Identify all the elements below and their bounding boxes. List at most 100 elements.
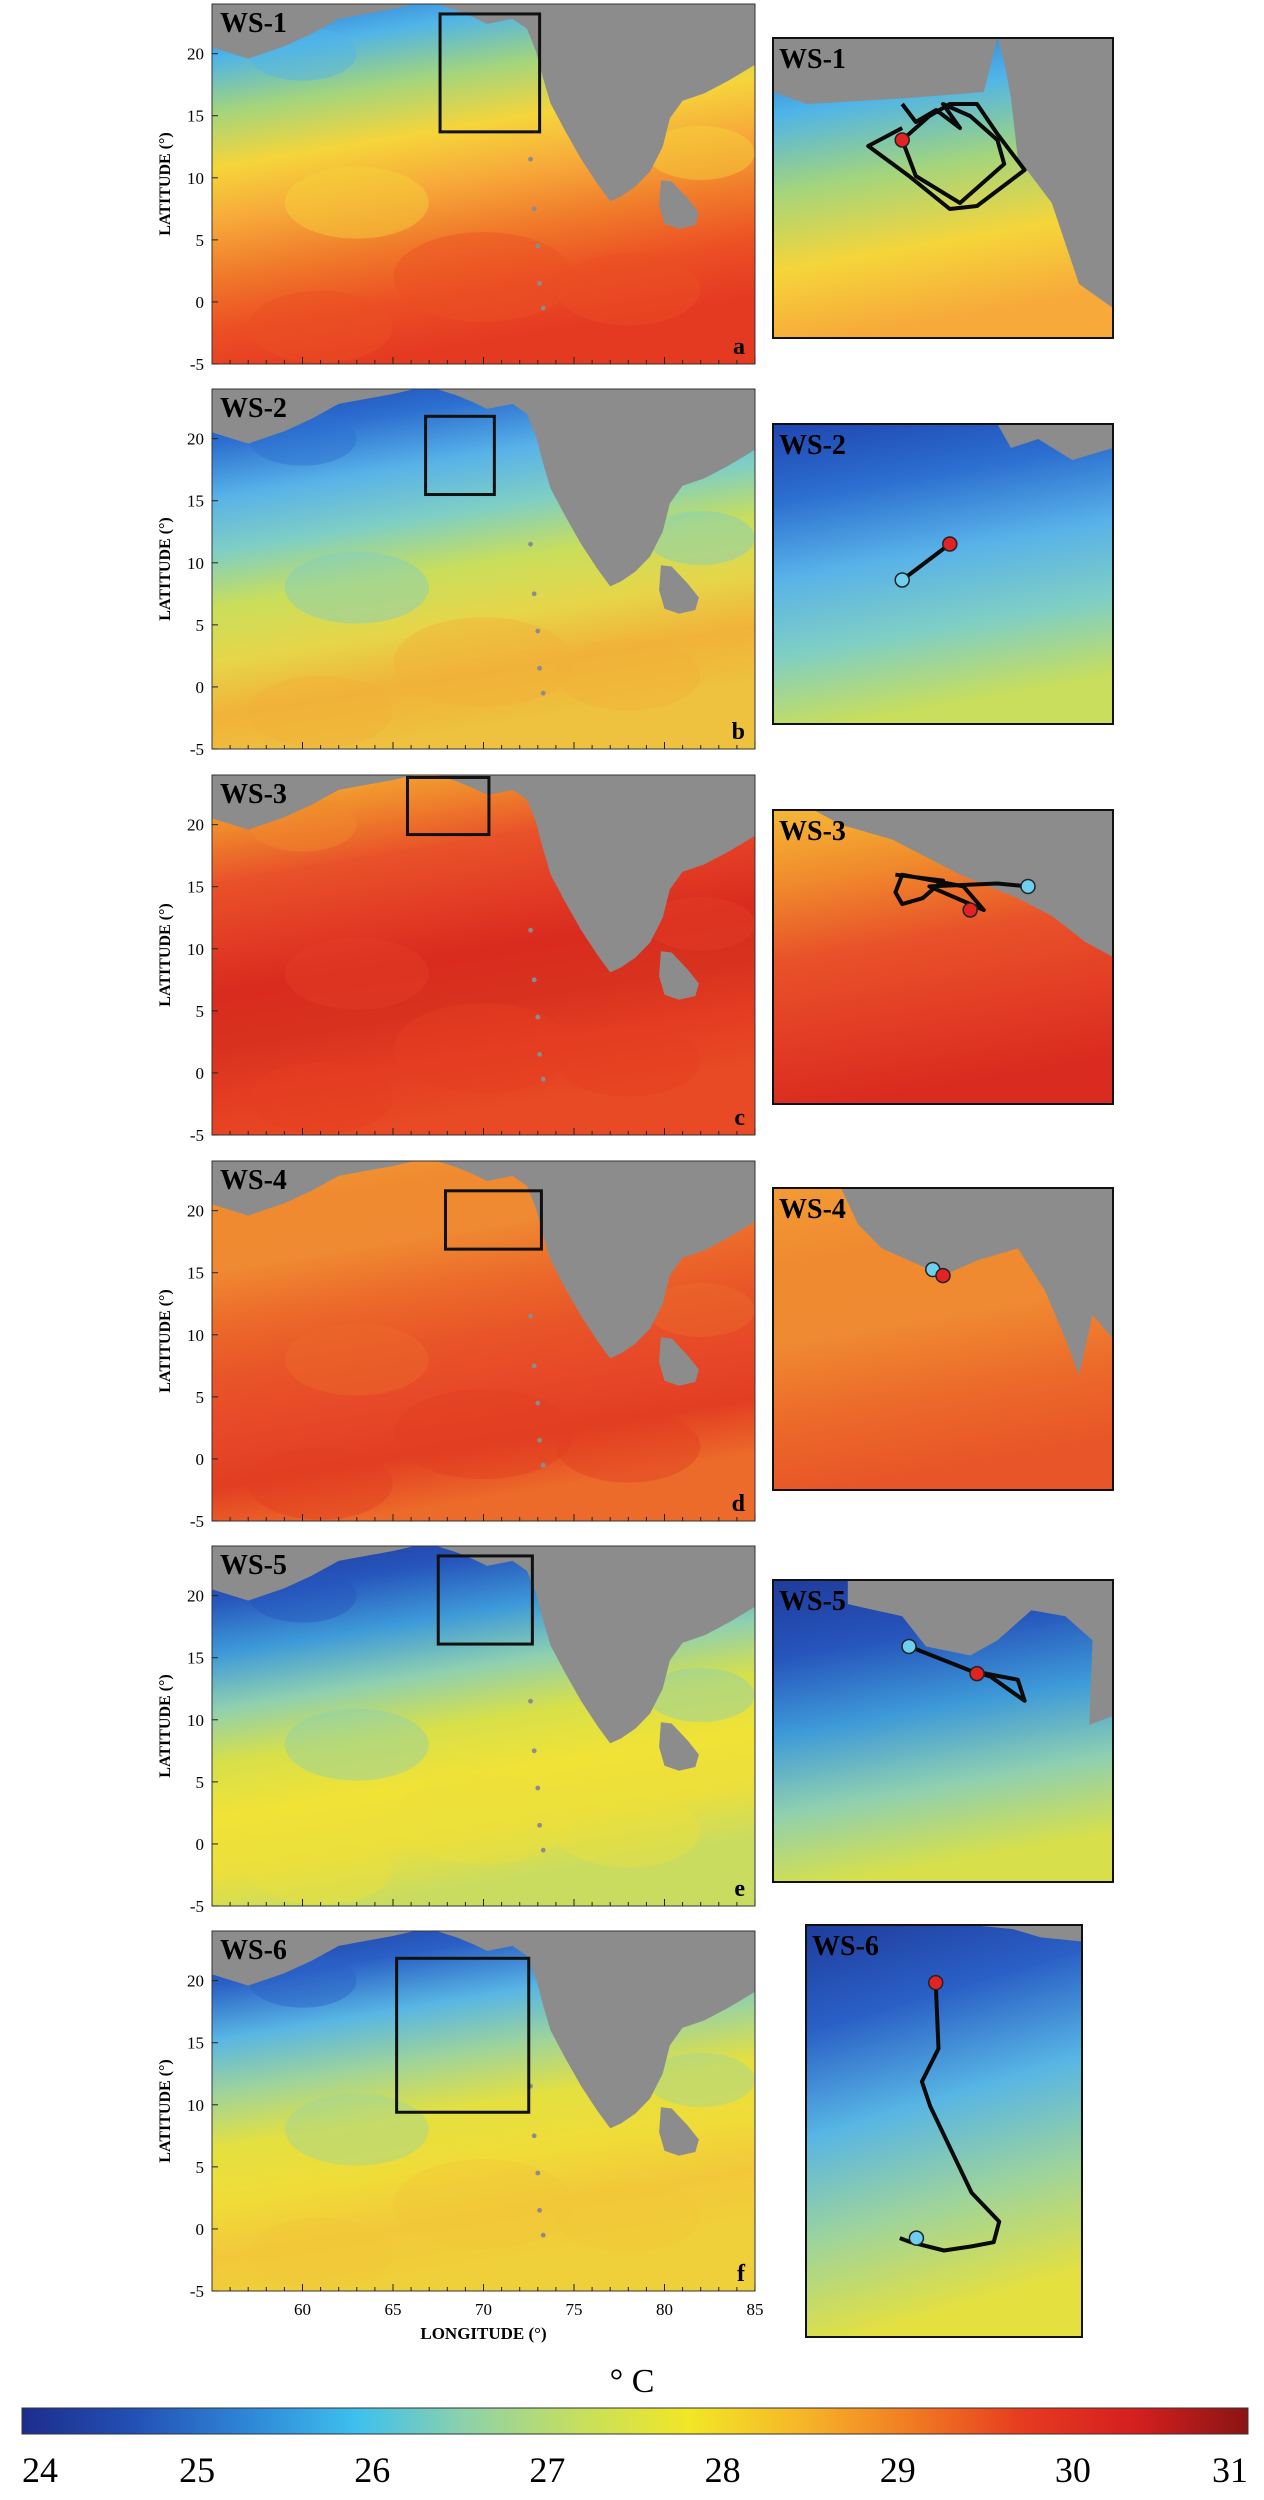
inset-label: WS-4 <box>779 1194 846 1225</box>
land <box>773 38 998 104</box>
inset-label: WS-3 <box>779 816 846 847</box>
eddy-patch <box>248 2217 393 2290</box>
island-speck <box>540 2232 546 2238</box>
y-tick-label: -5 <box>190 740 204 759</box>
inset-ws-5: WS-5 <box>772 1579 1114 1883</box>
eddy-patch <box>284 166 429 239</box>
island-speck <box>531 591 537 597</box>
inset-frame <box>772 37 1114 339</box>
x-tick-label: 70 <box>475 2300 492 2319</box>
island-speck <box>540 1076 546 1082</box>
land-sri-lanka <box>659 1337 699 1386</box>
island-speck <box>537 1822 543 1828</box>
land <box>813 810 1113 957</box>
y-tick-label: 15 <box>187 492 204 511</box>
y-tick-label: 0 <box>196 2220 205 2239</box>
inset-label: WS-1 <box>779 44 846 75</box>
colorbar-ticks: 24 25 26 27 28 29 30 31 <box>22 2450 1248 2490</box>
panel-label: WS-5 <box>220 1550 287 1581</box>
end-marker <box>901 1638 917 1655</box>
inset-label: WS-2 <box>779 430 846 461</box>
island-speck <box>540 305 546 311</box>
colorbar-tick-label: 30 <box>1055 2450 1091 2490</box>
inset-map <box>773 810 1113 1104</box>
y-tick-label: -5 <box>190 355 204 374</box>
start-marker <box>969 1665 985 1682</box>
eddy-patch <box>393 1003 574 1094</box>
eddy-patch <box>646 125 755 180</box>
land-india <box>212 1546 755 1744</box>
island-speck <box>540 1847 546 1853</box>
island-speck <box>531 1363 537 1369</box>
eddy-patch <box>646 1282 755 1337</box>
end-marker <box>894 572 910 588</box>
y-tick-label: 15 <box>187 1649 204 1668</box>
colorbar-tick-label: 25 <box>179 2450 215 2490</box>
inset-ws-6: WS-6 <box>805 1924 1083 2338</box>
inset-ws-3: WS-3 <box>772 809 1114 1105</box>
inset-frame <box>772 1187 1114 1491</box>
eddy-patch <box>284 551 429 624</box>
eddy-patch <box>284 1323 429 1396</box>
y-axis-label: LATITUDE (°) <box>157 517 174 620</box>
y-tick-label: 15 <box>187 2034 204 2053</box>
start-marker <box>894 132 910 148</box>
eddy-patch <box>556 2180 701 2253</box>
inset-map <box>806 1925 1082 2337</box>
x-tick-label: 75 <box>566 2300 583 2319</box>
island-speck <box>537 280 543 286</box>
y-tick-label: 0 <box>196 1064 205 1083</box>
y-tick-label: -5 <box>190 1512 204 1531</box>
land <box>997 38 1113 308</box>
land <box>971 1925 1082 1942</box>
land-sri-lanka <box>659 565 699 614</box>
island-speck <box>528 156 533 162</box>
eddy-patch <box>646 510 755 565</box>
eddy-patch <box>248 1447 393 1520</box>
island-speck <box>535 1785 541 1791</box>
y-tick-label: 10 <box>187 2096 204 2115</box>
sst-map <box>212 1546 755 1906</box>
eddy-patch <box>556 638 701 711</box>
colorbar-tick-label: 28 <box>705 2450 741 2490</box>
study-region-box <box>438 12 542 134</box>
land-india <box>212 1931 755 2129</box>
inset-map <box>773 424 1113 724</box>
y-tick-label: 20 <box>187 45 204 64</box>
x-tick-label: 80 <box>656 2300 673 2319</box>
y-tick-label: 5 <box>196 2158 205 2177</box>
panel-ws-6: WS-6 f 20 15 10 5 0 -5 LATITUDE (°) <box>157 1930 756 2301</box>
land <box>841 1188 1113 1376</box>
eddy-patch <box>284 1708 429 1781</box>
panel-letter: e <box>734 1876 745 1902</box>
start-marker <box>927 1974 944 1991</box>
eddy-patch <box>393 1774 574 1865</box>
colorbar-tick-label: 29 <box>880 2450 916 2490</box>
island-speck <box>531 2133 537 2139</box>
study-region-box <box>443 1189 543 1251</box>
y-axis-label: LATITUDE (°) <box>157 903 174 1006</box>
land-sri-lanka <box>659 1722 699 1771</box>
island-speck <box>528 927 533 933</box>
colorbar-tick-label: 27 <box>529 2450 565 2490</box>
land-india <box>212 389 755 587</box>
y-tick-label: 20 <box>187 816 204 835</box>
inset-label: WS-6 <box>812 1931 879 1962</box>
panel-letter: f <box>737 2261 746 2287</box>
eddy-patch <box>248 1061 393 1134</box>
x-tick-label: 65 <box>385 2300 402 2319</box>
study-region-box <box>395 1956 531 2114</box>
y-tick-label: 10 <box>187 1711 204 1730</box>
y-tick-label: -5 <box>190 2282 204 2301</box>
land <box>997 424 1113 460</box>
y-axis-label: LATITUDE (°) <box>157 1289 174 1392</box>
y-axis-label: LATITUDE (°) <box>157 2059 174 2162</box>
y-tick-label: 10 <box>187 940 204 959</box>
sst-map <box>212 4 755 364</box>
x-axis-label: LONGITUDE (°) <box>420 2324 546 2343</box>
island-speck <box>531 206 537 212</box>
panel-label: WS-4 <box>220 1165 287 1196</box>
y-tick-label: 5 <box>196 1002 205 1021</box>
y-tick-label: 20 <box>187 1202 204 1221</box>
